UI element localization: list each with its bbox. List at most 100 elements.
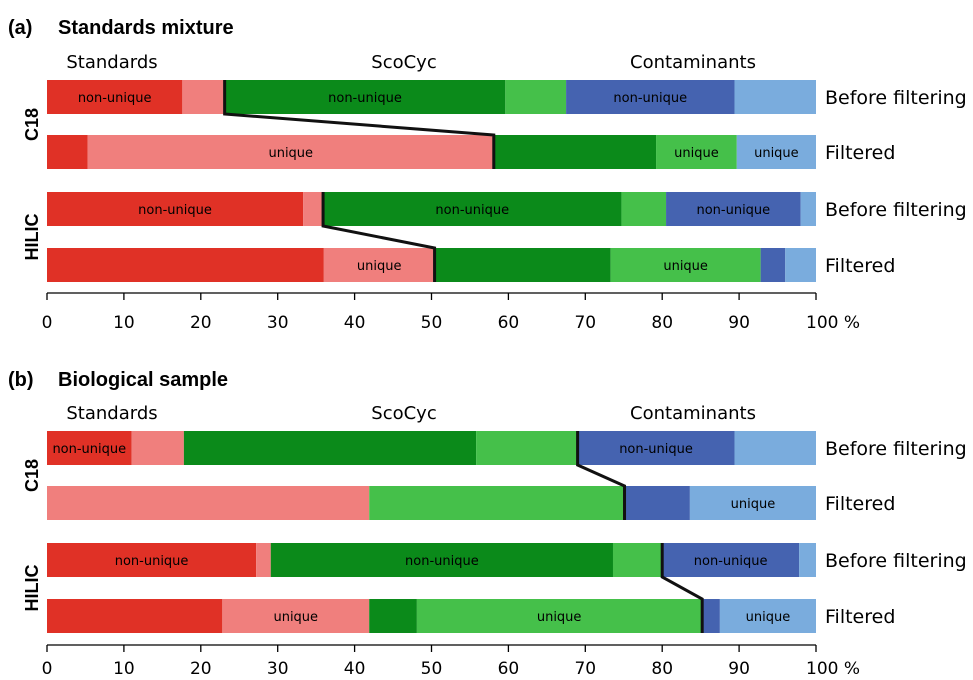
segment-label: non-unique (619, 442, 693, 457)
segment-label: non-unique (52, 442, 126, 457)
bar-segment (222, 599, 370, 633)
filter-connector-line (321, 192, 437, 282)
group-label: C18 (22, 459, 42, 492)
row-label: Before filtering (825, 550, 967, 572)
bar-segment (785, 248, 816, 282)
segment-label: non-unique (328, 91, 402, 106)
bar-segment (47, 543, 257, 577)
bar-segment (800, 192, 816, 226)
x-tick-label: 90 (728, 313, 750, 333)
segment-label: unique (674, 146, 719, 161)
bar-segment (183, 431, 477, 465)
bar-segment (270, 543, 613, 577)
x-tick-label: 60 (498, 659, 520, 679)
bar-segment (799, 543, 816, 577)
bar-segment (656, 135, 737, 169)
bar-segment (369, 486, 625, 520)
category-header: Standards (66, 52, 157, 73)
panel-title: Biological sample (58, 369, 228, 391)
panel-title: Standards mixture (58, 17, 234, 39)
bar-segment (224, 80, 506, 114)
bar-segment (476, 431, 578, 465)
bar-segment (47, 80, 183, 114)
bar-segment (131, 431, 184, 465)
bar-segment (182, 80, 225, 114)
x-tick-label: 80 (651, 313, 673, 333)
bar-segment (434, 248, 611, 282)
category-header: Contaminants (630, 52, 756, 73)
row-label: Before filtering (825, 199, 967, 221)
group-label: HILIC (22, 565, 42, 612)
row-label: Filtered (825, 142, 895, 164)
x-tick-label: 0 (42, 313, 53, 333)
segment-label: unique (663, 259, 708, 274)
bar-segment (323, 248, 435, 282)
x-tick-label: 20 (190, 659, 212, 679)
category-header: ScoCyc (371, 52, 436, 73)
segment-label: non-unique (435, 203, 509, 218)
bar-segment (303, 192, 324, 226)
x-tick-label: 100 % (806, 659, 860, 679)
bar-segment (621, 192, 667, 226)
segment-label: unique (746, 610, 791, 625)
segment-label: non-unique (138, 203, 212, 218)
bar-segment (701, 599, 720, 633)
segment-label: non-unique (696, 203, 770, 218)
bar-segment (87, 135, 494, 169)
bar-segment (416, 599, 702, 633)
bar-segment (577, 431, 735, 465)
x-tick-label: 70 (574, 313, 596, 333)
category-header: Standards (66, 403, 157, 424)
segment-label: non-unique (613, 91, 687, 106)
bar-segment (689, 486, 816, 520)
segment-label: unique (754, 146, 799, 161)
x-tick-label: 0 (42, 659, 53, 679)
filter-connector-line (576, 431, 627, 520)
panel-a: (a) Standards mixture Standards ScoCyc Conta… (8, 17, 967, 333)
row-label: Filtered (825, 255, 895, 277)
bar-segment (47, 599, 223, 633)
row-label: Filtered (825, 493, 895, 515)
category-header: ScoCyc (371, 403, 436, 424)
bar-segment (662, 543, 800, 577)
bar-segment (610, 248, 761, 282)
bar-segment (47, 192, 304, 226)
x-tick-label: 10 (113, 659, 135, 679)
bar-segment (734, 431, 816, 465)
segment-label: unique (537, 610, 582, 625)
bar-segment (736, 135, 816, 169)
panel-label: (b) (8, 369, 34, 391)
row-label: Before filtering (825, 87, 967, 109)
x-tick-label: 70 (574, 659, 596, 679)
segment-label: unique (268, 146, 313, 161)
category-header: Contaminants (630, 403, 756, 424)
x-tick-label: 90 (728, 659, 750, 679)
filter-connector-line (223, 80, 496, 169)
segment-label: non-unique (694, 554, 768, 569)
row-label: Filtered (825, 606, 895, 628)
panel-b: (b) Biological sample Standards ScoCyc Conta… (8, 369, 967, 679)
bar-segment (760, 248, 786, 282)
segment-label: non-unique (405, 554, 479, 569)
x-tick-label: 40 (344, 313, 366, 333)
x-tick-label: 10 (113, 313, 135, 333)
segment-label: unique (357, 259, 402, 274)
x-tick-label: 50 (421, 313, 443, 333)
bar-segment (493, 135, 657, 169)
x-tick-label: 30 (267, 313, 289, 333)
panel-label: (a) (8, 17, 32, 39)
group-label: C18 (22, 108, 42, 141)
bar-segment (369, 599, 417, 633)
bar-segment (719, 599, 816, 633)
bar-segment (666, 192, 801, 226)
bar-segment (624, 486, 690, 520)
bar-segment (323, 192, 622, 226)
x-tick-label: 20 (190, 313, 212, 333)
bar-segment (47, 248, 324, 282)
row-label: Before filtering (825, 438, 967, 460)
segment-label: unique (273, 610, 318, 625)
bar-segment (505, 80, 567, 114)
segment-label: unique (731, 497, 776, 512)
bar-segment (566, 80, 735, 114)
x-tick-label: 100 % (806, 313, 860, 333)
